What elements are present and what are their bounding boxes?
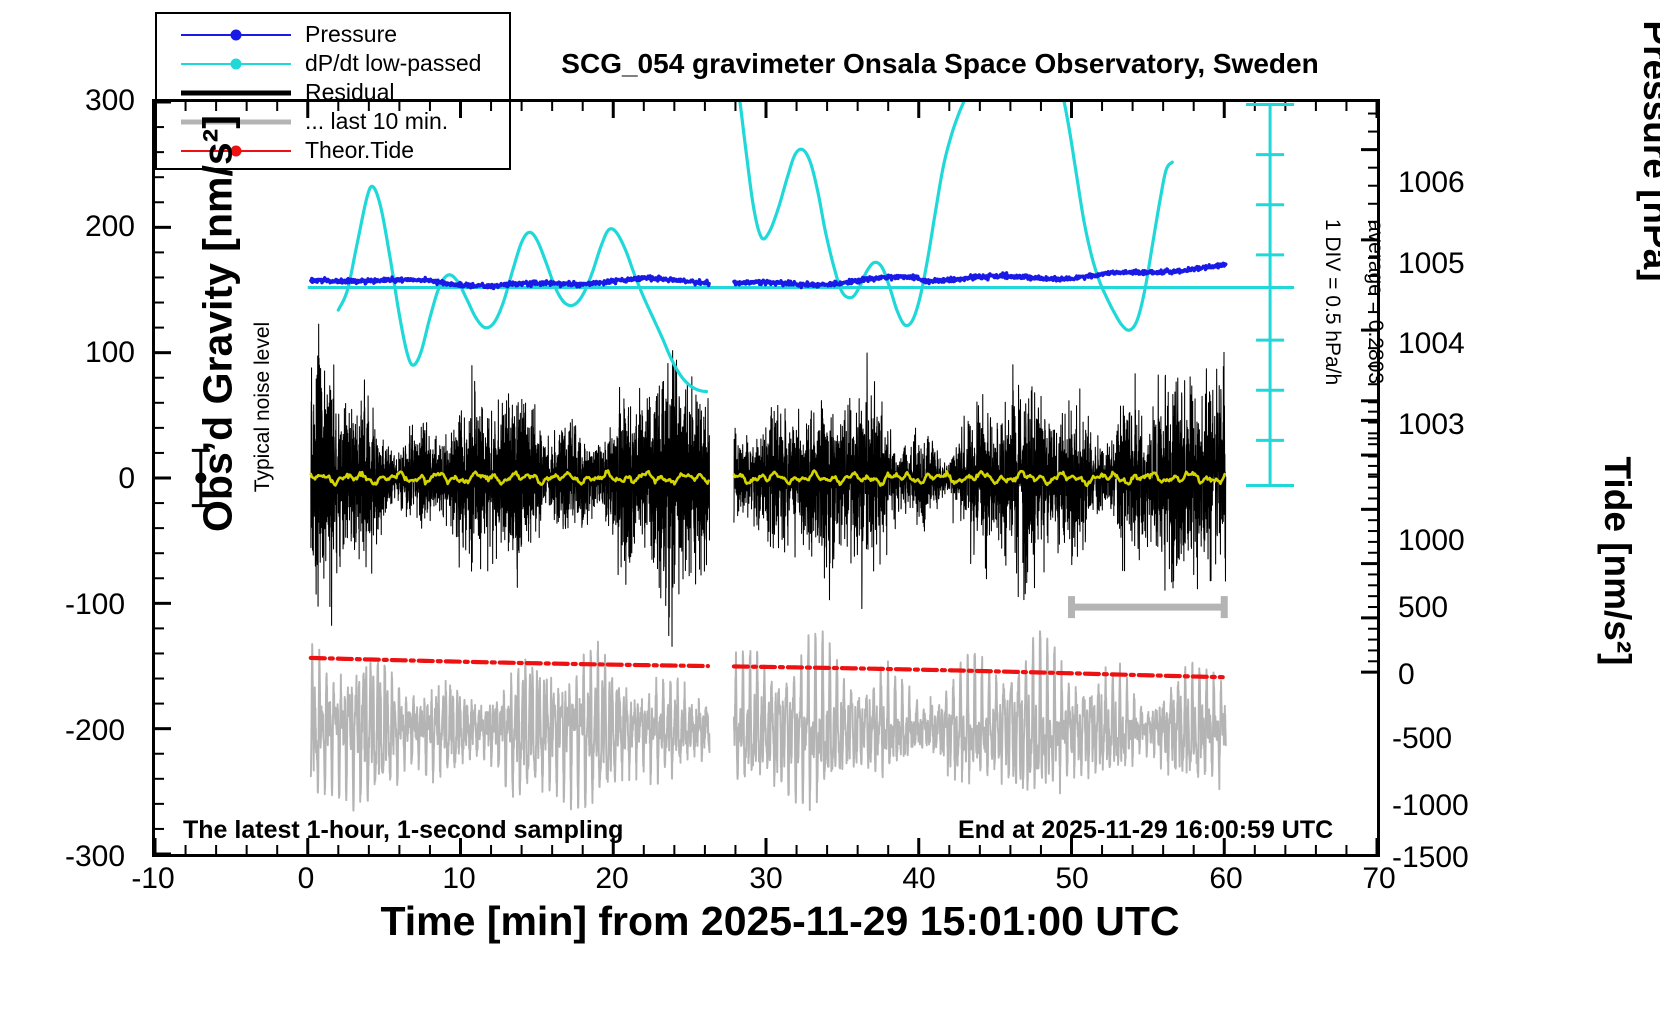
ytick-tide-m500: -500 (1392, 722, 1453, 755)
xtick-50: 50 (1055, 862, 1089, 895)
ytick-tide-m1000: -1000 (1392, 789, 1469, 822)
series-last-10-min (309, 630, 1227, 812)
ytick-left-0: 0 (118, 462, 135, 495)
annotation-scale-div: 1 DIV = 0.5 hPa/h (1321, 218, 1344, 386)
legend-swatch-last10 (181, 112, 291, 132)
xtick-70: 70 (1362, 862, 1396, 895)
legend-item-dpdt: dP/dt low-passed (157, 49, 509, 78)
x-axis-title: Time [min] from 2025-11-29 15:01:00 UTC (380, 898, 1180, 944)
xtick-0: 0 (297, 862, 315, 895)
ytick-tide-1000: 1000 (1398, 524, 1465, 557)
plot-canvas (155, 102, 1377, 854)
legend-item-last10: ... last 10 min. (157, 107, 509, 136)
ytick-tide-0: 0 (1398, 658, 1415, 691)
ytick-left-100: 100 (84, 336, 135, 369)
ytick-left-200: 200 (84, 210, 135, 243)
legend-item-theortide: Theor.Tide (157, 136, 509, 165)
plot-area (152, 99, 1380, 857)
series-pressure (309, 261, 1228, 291)
ytick-tide-m1500: -1500 (1392, 841, 1469, 874)
legend-label-theortide: Theor.Tide (305, 137, 415, 163)
annotation-footer-left: The latest 1-hour, 1-second sampling (183, 816, 624, 844)
annotation-typical-noise-level: Typical noise level (251, 321, 274, 493)
ytick-pressure-1005: 1005 (1398, 247, 1465, 280)
legend-swatch-residual (181, 83, 291, 103)
xtick-40: 40 (902, 862, 936, 895)
y-axis-title-pressure: Pressure [hPa] (1636, 20, 1660, 282)
ytick-pressure-1006: 1006 (1398, 166, 1465, 199)
ytick-left-m300: -300 (64, 840, 125, 873)
legend-label-last10: ... last 10 min. (305, 108, 449, 134)
ytick-pressure-1003: 1003 (1398, 408, 1465, 441)
legend-label-pressure: Pressure (305, 21, 398, 47)
series-smoothed-residual (309, 469, 1227, 488)
legend-swatch-dpdt (181, 54, 291, 74)
annotation-footer-right: End at 2025-11-29 16:00:59 UTC (958, 816, 1334, 844)
series-theor-tide (308, 655, 1225, 680)
ytick-pressure-1004: 1004 (1398, 327, 1465, 360)
legend-label-dpdt: dP/dt low-passed (305, 50, 482, 76)
ytick-tide-500: 500 (1398, 591, 1449, 624)
legend-swatch-pressure (181, 25, 291, 45)
ytick-left-m200: -200 (64, 714, 125, 747)
xtick-m10: -10 (131, 862, 175, 895)
dpdt-scale-bar (1246, 103, 1295, 488)
y-axis-title-tide: Tide [nm/s²] (1597, 456, 1638, 666)
legend-item-pressure: Pressure (157, 20, 509, 49)
series-dpdt-lowpassed (336, 102, 1174, 394)
ytick-left-300: 300 (84, 84, 135, 117)
ytick-left-m100: -100 (64, 588, 125, 621)
axis-ticks (155, 102, 1377, 854)
xtick-10: 10 (442, 862, 476, 895)
xtick-20: 20 (595, 862, 629, 895)
chart-title: SCG_054 gravimeter Onsala Space Observat… (561, 48, 1319, 79)
typical-noise-marker (191, 448, 210, 508)
annotation-scale-average: average = 0.2803 (1364, 219, 1387, 385)
legend-swatch-theortide (181, 141, 291, 161)
y-axis-title-left: Obs’d Gravity [nm/s²] (194, 115, 241, 532)
xtick-60: 60 (1209, 862, 1243, 895)
xtick-30: 30 (749, 862, 783, 895)
last-10-min-span-bar (1068, 596, 1228, 619)
